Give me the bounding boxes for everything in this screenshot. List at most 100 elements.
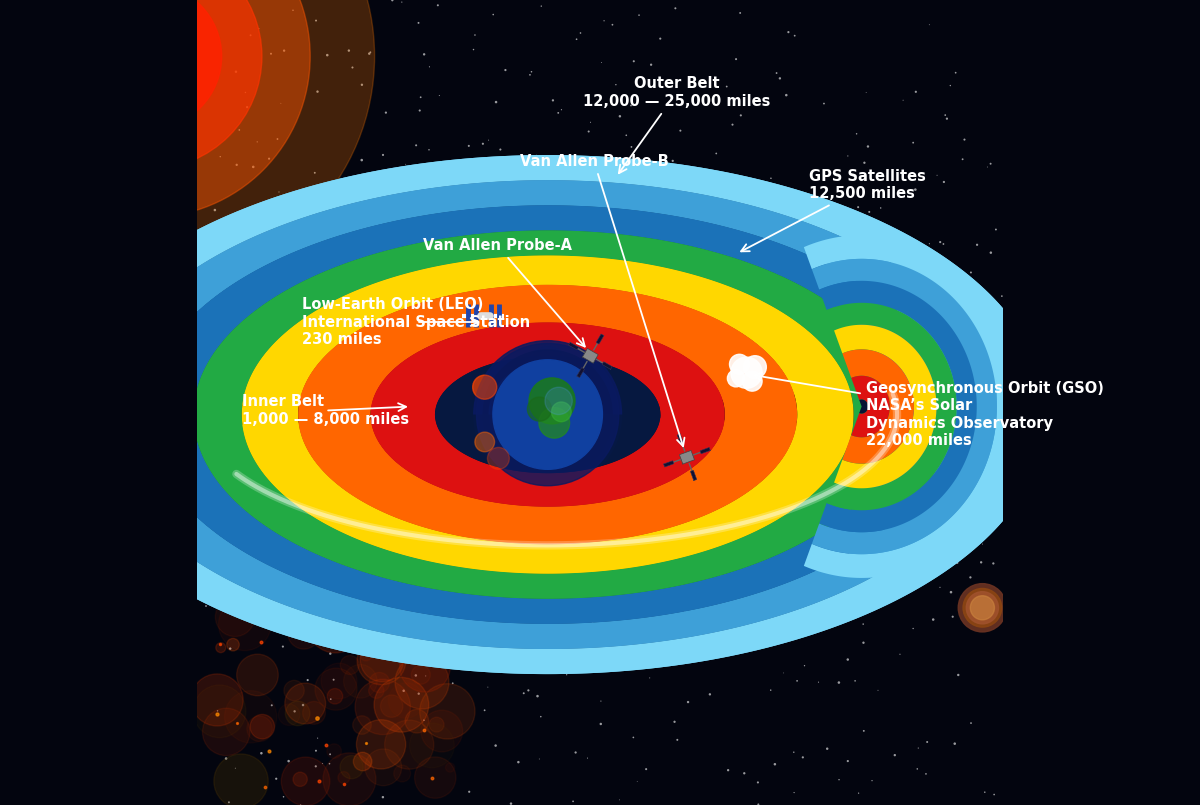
Circle shape [338, 771, 350, 783]
Point [443, 316, 462, 328]
Point [740, 634, 760, 647]
Point [479, 681, 498, 694]
Point [863, 774, 882, 787]
Point [666, 2, 685, 14]
Point [958, 452, 977, 464]
Point [848, 200, 868, 213]
Point [317, 477, 336, 489]
Point [857, 86, 876, 99]
Circle shape [493, 360, 602, 469]
Point [230, 597, 250, 610]
Point [392, 0, 412, 9]
Circle shape [292, 452, 310, 471]
Point [812, 258, 832, 270]
Point [298, 674, 317, 687]
Point [322, 482, 341, 495]
Point [506, 625, 526, 638]
Point [455, 652, 474, 665]
Polygon shape [242, 423, 853, 574]
Circle shape [346, 481, 385, 521]
Circle shape [436, 621, 443, 630]
Point [564, 795, 583, 805]
Point [323, 589, 342, 602]
Point [602, 19, 622, 31]
Point [524, 189, 544, 202]
Circle shape [476, 344, 619, 485]
Point [522, 163, 541, 175]
Point [622, 99, 641, 112]
Point [698, 562, 718, 575]
Point [904, 622, 923, 635]
Point [907, 762, 926, 775]
Circle shape [314, 460, 336, 481]
Point [712, 569, 731, 582]
Circle shape [352, 588, 392, 629]
Polygon shape [859, 399, 868, 414]
Point [308, 85, 328, 98]
Circle shape [300, 550, 347, 597]
Point [907, 521, 926, 534]
Point [920, 328, 940, 341]
Point [343, 479, 362, 492]
Point [650, 32, 670, 45]
Point [600, 429, 619, 442]
Point [665, 716, 684, 729]
Point [934, 237, 953, 250]
Point [228, 716, 247, 729]
Polygon shape [484, 388, 612, 415]
Point [544, 94, 563, 107]
Polygon shape [690, 470, 697, 481]
Point [695, 468, 714, 481]
Point [318, 48, 337, 61]
Polygon shape [851, 376, 889, 437]
Point [221, 642, 240, 655]
Polygon shape [371, 323, 722, 411]
Point [373, 791, 392, 803]
Point [677, 357, 696, 370]
Circle shape [332, 537, 371, 575]
Point [306, 760, 325, 773]
Point [889, 501, 908, 514]
Point [306, 14, 325, 27]
Point [580, 400, 599, 413]
Polygon shape [582, 349, 598, 363]
Point [379, 198, 398, 211]
Circle shape [307, 597, 364, 653]
Point [787, 675, 806, 687]
Point [572, 378, 592, 391]
Point [244, 160, 263, 173]
Circle shape [227, 638, 239, 651]
Point [986, 223, 1006, 236]
Circle shape [727, 369, 744, 387]
Point [353, 78, 372, 91]
Point [766, 758, 785, 770]
Point [770, 72, 790, 85]
Point [774, 667, 793, 679]
Point [361, 46, 380, 59]
Point [726, 52, 745, 65]
Point [952, 301, 971, 314]
Polygon shape [827, 303, 956, 510]
Circle shape [539, 407, 570, 438]
Point [678, 696, 697, 708]
Point [761, 359, 780, 372]
Point [317, 390, 336, 403]
Point [485, 291, 504, 304]
Point [560, 177, 580, 190]
Circle shape [216, 642, 226, 653]
Point [658, 573, 677, 586]
Point [223, 430, 242, 443]
Point [820, 497, 839, 510]
Point [792, 260, 811, 273]
Point [308, 585, 328, 598]
Point [674, 250, 694, 263]
Point [487, 659, 506, 672]
Point [908, 741, 928, 754]
Point [560, 574, 580, 587]
Polygon shape [842, 349, 914, 464]
Point [718, 287, 737, 300]
Point [400, 439, 419, 452]
Point [670, 335, 689, 348]
Point [212, 463, 232, 476]
Point [906, 85, 925, 98]
